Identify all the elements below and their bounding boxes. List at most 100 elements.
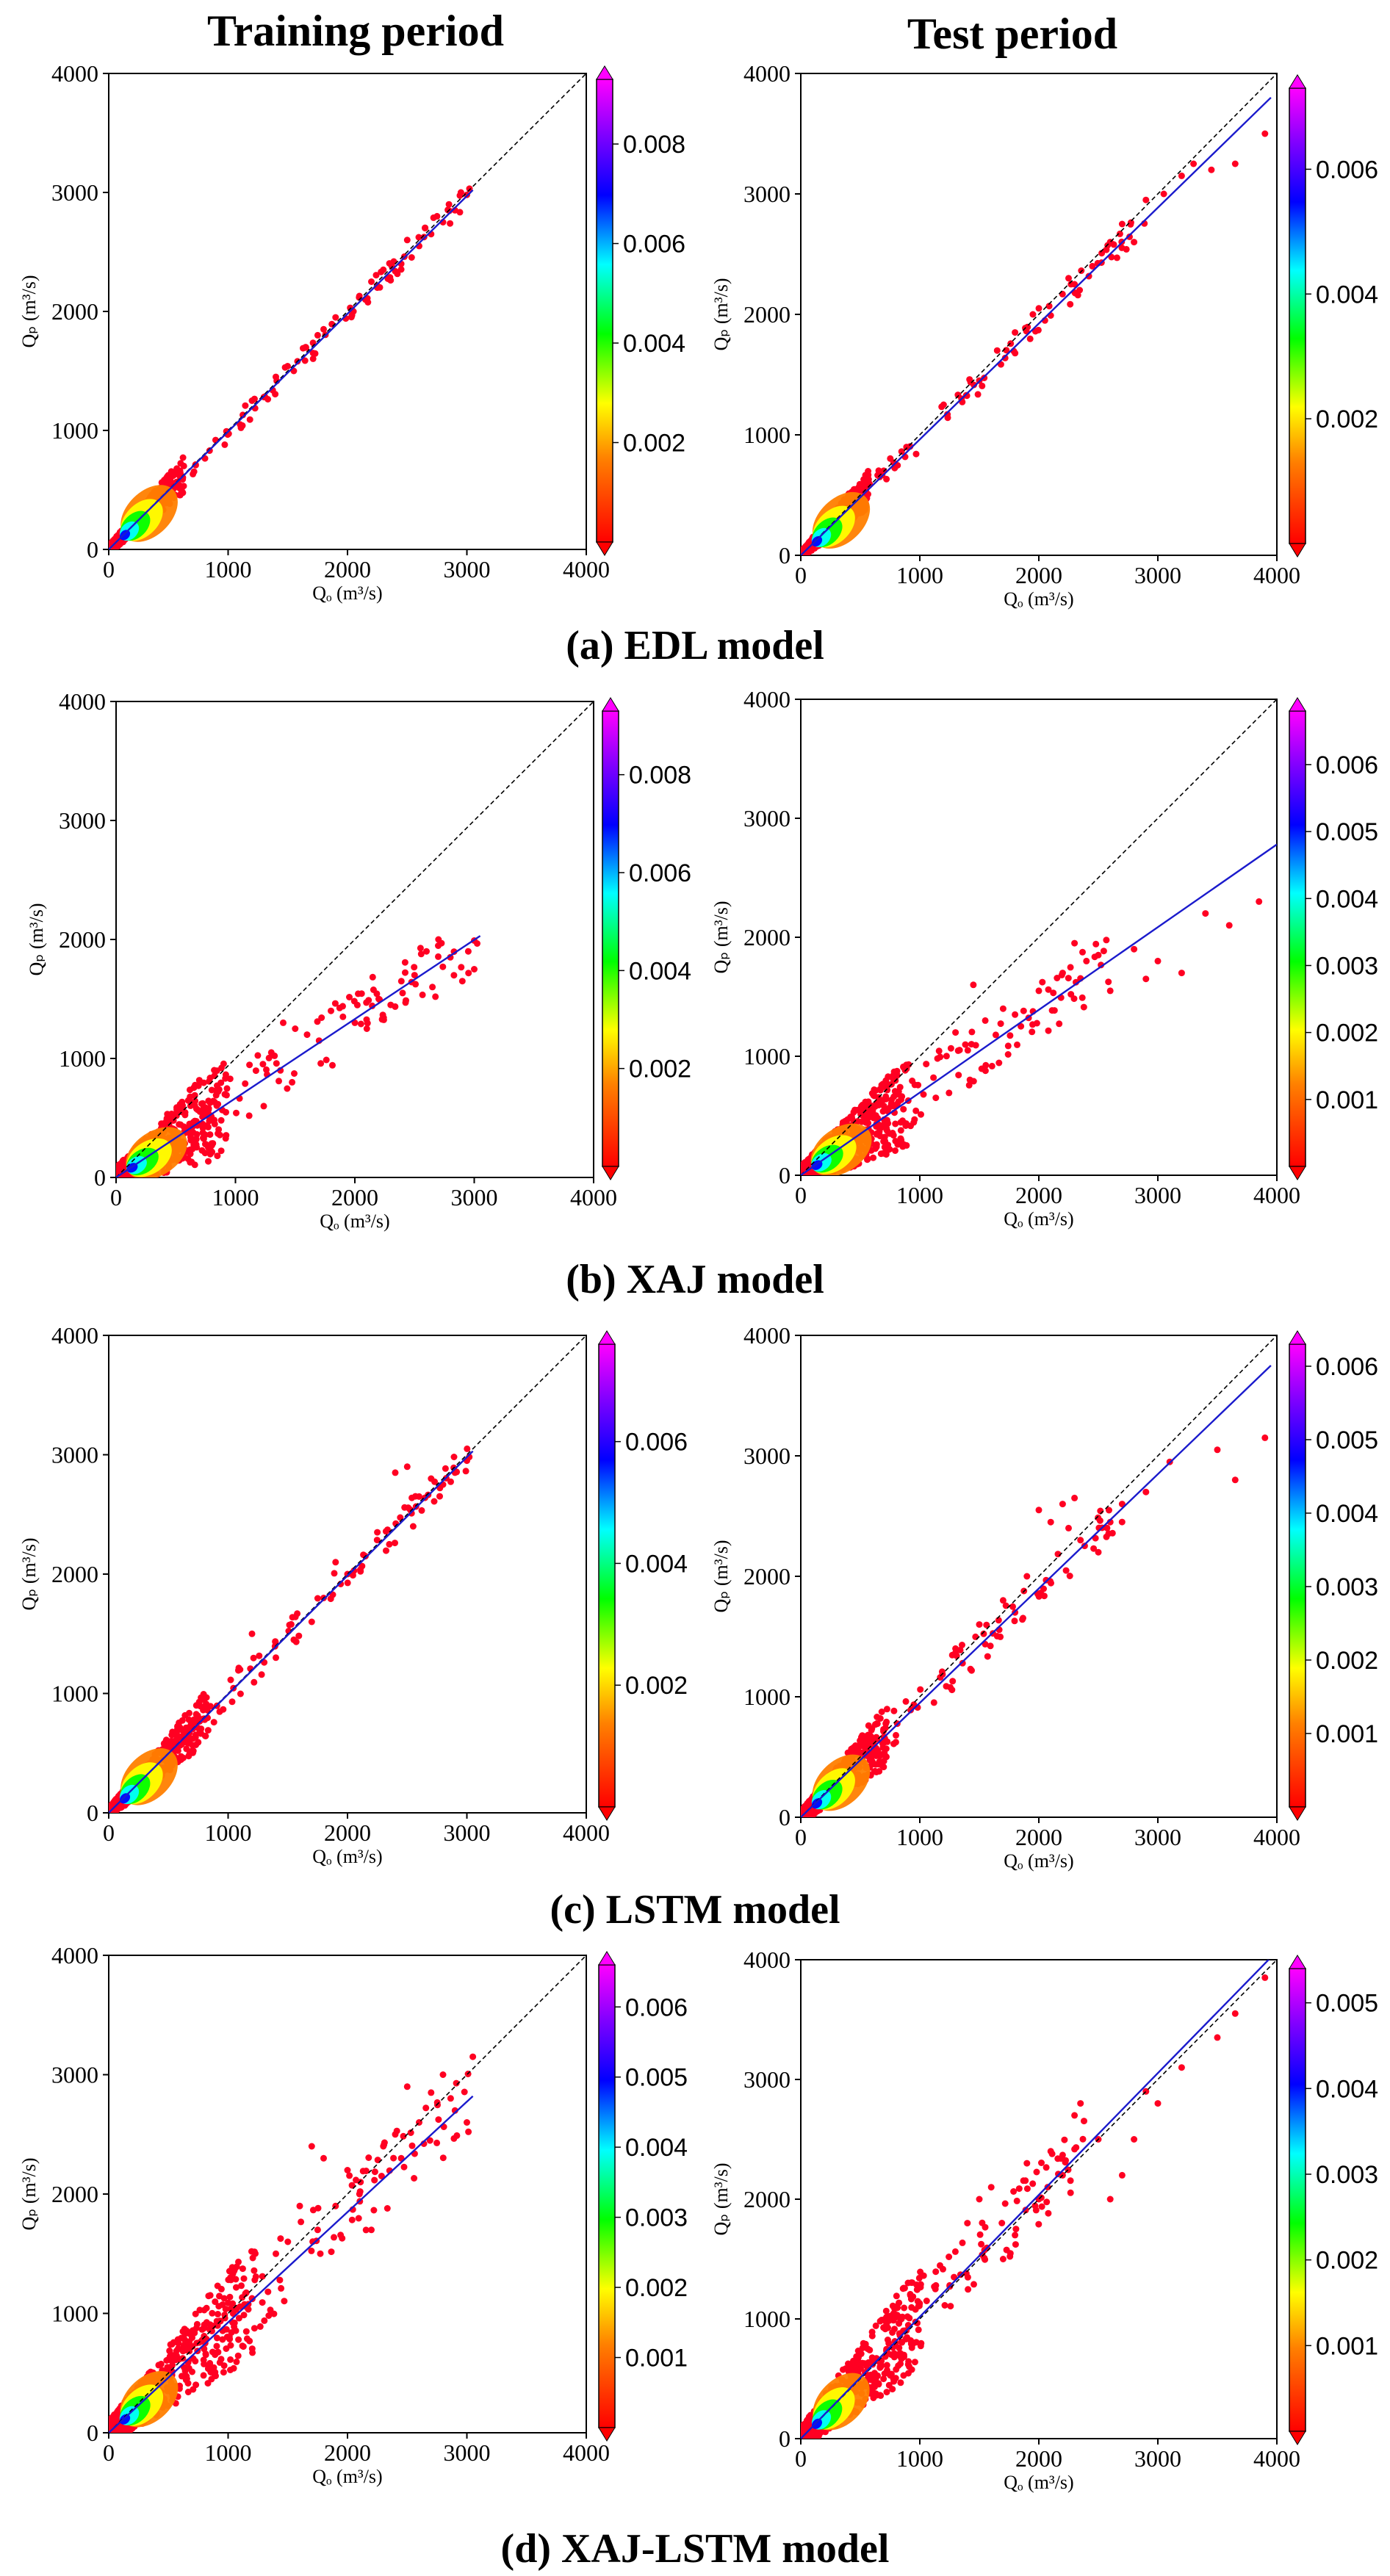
x-tick-label: 1000 — [205, 1819, 252, 1846]
cloud-point — [387, 277, 395, 284]
cloud-point — [214, 1152, 221, 1160]
cloud-point — [355, 990, 361, 997]
cloud-point — [847, 1114, 854, 1120]
cloud-point — [245, 1112, 253, 1119]
cloud-point — [215, 1126, 223, 1133]
cloud-point — [208, 1140, 215, 1147]
data-point — [248, 1630, 256, 1637]
cloud-point — [353, 1001, 361, 1009]
data-point — [1023, 1573, 1031, 1580]
cloud-point — [873, 1130, 880, 1138]
data-point — [1065, 275, 1072, 282]
data-point — [1261, 1434, 1269, 1441]
cloud-point — [1118, 1518, 1126, 1526]
cloud-point — [859, 1101, 866, 1108]
cloud-point — [1085, 273, 1092, 280]
colorbar-extend-bottom — [1289, 1806, 1306, 1821]
cloud-point — [417, 945, 424, 952]
colorbar-tick-label: 0.003 — [1316, 1573, 1378, 1601]
plot-area — [801, 699, 1277, 1175]
x-axis-label: Qₒ (m³/s) — [1004, 588, 1073, 610]
cloud-point — [1050, 989, 1057, 997]
data-point — [1190, 160, 1198, 167]
cloud-point — [959, 1642, 965, 1648]
x-tick-label: 2000 — [1015, 562, 1062, 588]
colorbar-gradient — [1289, 1343, 1306, 1808]
cloud-point — [466, 185, 473, 192]
x-tick-label: 1000 — [896, 562, 943, 588]
x-tick-label: 4000 — [563, 1819, 610, 1846]
cloud-point — [373, 1537, 381, 1544]
colorbar-tick-label: 0.006 — [629, 859, 691, 887]
cloud-point — [214, 2334, 220, 2342]
cloud-point — [447, 220, 454, 227]
x-tick-label: 4000 — [1253, 1824, 1300, 1850]
cloud-point — [968, 1041, 975, 1048]
cloud-point — [465, 970, 472, 977]
colorbar-gradient — [602, 710, 619, 1167]
data-point — [1261, 130, 1269, 137]
cloud-point — [221, 441, 228, 448]
colorbar-tick-label: 0.001 — [1316, 1086, 1378, 1114]
data-point — [1142, 975, 1150, 983]
colorbar-tick-label: 0.002 — [1316, 1647, 1378, 1675]
cloud-point — [206, 1131, 214, 1139]
cloud-point — [995, 1617, 1002, 1624]
cloud-point — [872, 1145, 879, 1152]
cloud-point — [1067, 991, 1075, 998]
y-axis-label: Qₚ (m³/s) — [18, 275, 40, 347]
x-tick-label: 2000 — [1015, 1182, 1062, 1208]
data-point — [1131, 945, 1138, 953]
data-point — [940, 401, 947, 408]
cloud-point — [948, 1686, 956, 1694]
cloud-point — [932, 1094, 940, 1102]
cloud-point — [934, 1055, 941, 1062]
data-point — [1035, 305, 1042, 312]
data-point — [314, 331, 321, 339]
data-point — [403, 237, 411, 244]
data-point — [409, 1523, 417, 1530]
identity-line — [801, 1335, 1277, 1817]
cloud-point — [930, 1699, 937, 1706]
data-point — [280, 1019, 287, 1026]
cloud-point — [883, 1125, 890, 1131]
cloud-point — [187, 1136, 195, 1144]
y-tick-label: 4000 — [51, 1322, 98, 1349]
colorbar-tick-label: 0.002 — [625, 1672, 688, 1700]
cloud-point — [317, 1060, 325, 1067]
data-point — [1118, 220, 1126, 228]
cloud-point — [217, 1147, 225, 1155]
cloud-point — [258, 1671, 265, 1678]
cloud-point — [870, 1739, 877, 1746]
cloud-point — [185, 1753, 192, 1760]
cloud-point — [314, 1018, 321, 1025]
x-tick-label: 4000 — [1253, 562, 1300, 588]
cloud-point — [1090, 1545, 1098, 1552]
cloud-point — [192, 1711, 200, 1718]
cloud-point — [356, 294, 363, 301]
colorbar-tick-label: 0.005 — [1316, 818, 1378, 846]
cloud-point — [1014, 1041, 1020, 1048]
data-point — [1089, 262, 1096, 270]
cloud-point — [876, 1758, 883, 1765]
cloud-point — [1126, 233, 1133, 240]
cloud-point — [187, 1158, 194, 1166]
cloud-point — [314, 1595, 321, 1602]
cloud-point — [873, 1769, 880, 1775]
cloud-point — [401, 959, 408, 966]
data-point — [1106, 987, 1114, 995]
colorbar-extend-bottom — [598, 1806, 616, 1821]
data-point — [428, 1475, 435, 1482]
y-axis-label: Qₚ (m³/s) — [26, 903, 47, 975]
x-tick-label: 0 — [103, 1819, 115, 1846]
data-point — [339, 1013, 347, 1020]
data-point — [1012, 329, 1019, 336]
cloud-point — [804, 1800, 812, 1807]
row-caption-lstm: (c) LSTM model — [550, 1887, 840, 1933]
cloud-point — [444, 206, 452, 214]
y-tick-label: 2000 — [743, 924, 791, 950]
